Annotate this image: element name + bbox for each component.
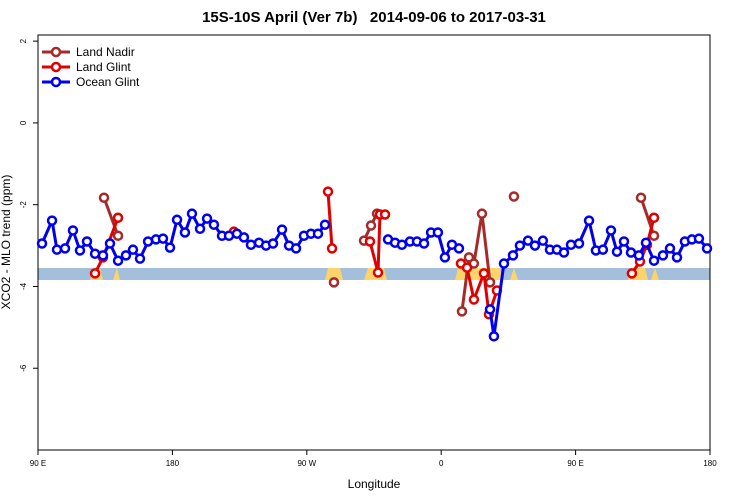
point: [326, 243, 338, 254]
y-tick-label: -4: [19, 282, 28, 290]
point: [201, 213, 213, 224]
point: [81, 236, 93, 247]
point: [478, 268, 490, 279]
point: [112, 255, 124, 266]
point: [522, 235, 534, 246]
point: [484, 304, 496, 315]
point: [186, 208, 198, 219]
point: [507, 250, 519, 261]
point: [396, 239, 408, 250]
point: [514, 240, 526, 251]
point: [104, 238, 116, 249]
legend-label: Land Nadir: [76, 45, 135, 59]
legend-label: Land Glint: [76, 60, 131, 74]
point: [59, 243, 71, 254]
point: [267, 238, 279, 249]
legend-marker: [50, 76, 62, 88]
point: [379, 209, 391, 220]
point: [635, 192, 647, 203]
point: [618, 236, 630, 247]
point: [439, 252, 451, 263]
point: [276, 224, 288, 235]
point: [171, 214, 183, 226]
point: [194, 223, 206, 235]
x-tick-label: 180: [166, 459, 180, 468]
point: [476, 208, 488, 219]
point: [565, 239, 577, 250]
point: [657, 250, 669, 261]
point: [322, 186, 334, 197]
point: [468, 294, 480, 305]
point: [46, 215, 58, 226]
point: [611, 246, 623, 257]
point: [120, 250, 132, 261]
point: [127, 244, 139, 255]
point: [319, 219, 331, 230]
point: [179, 227, 191, 238]
point: [97, 250, 109, 261]
point: [640, 237, 652, 248]
point: [671, 252, 683, 263]
point: [605, 225, 617, 236]
point: [461, 262, 473, 273]
point: [372, 267, 384, 278]
point: [648, 212, 660, 224]
point: [51, 244, 63, 255]
chart-title: 15S-10S April (Ver 7b) 2014-09-06 to 201…: [202, 9, 546, 26]
y-tick-label: 2: [19, 38, 28, 43]
point: [418, 238, 430, 249]
y-tick-label: -6: [19, 364, 28, 372]
x-tick-label: 90 W: [297, 459, 316, 468]
point: [134, 253, 146, 264]
point: [208, 219, 220, 230]
point: [633, 250, 645, 261]
point: [364, 236, 376, 247]
point: [537, 235, 549, 246]
point: [693, 233, 705, 244]
x-tick-label: 0: [439, 459, 444, 468]
point: [529, 240, 541, 251]
point: [583, 215, 595, 226]
y-tick-label: -2: [19, 201, 28, 209]
point: [312, 228, 324, 239]
point: [453, 243, 465, 254]
point: [290, 243, 302, 254]
point: [67, 225, 79, 236]
point: [98, 192, 110, 203]
point: [648, 255, 660, 266]
x-tick-label: 90 E: [30, 459, 46, 468]
point: [245, 239, 257, 250]
point: [664, 243, 676, 254]
y-tick-label: 0: [19, 120, 28, 125]
point: [157, 233, 169, 244]
legend-marker: [50, 46, 62, 58]
point: [432, 227, 444, 238]
point: [365, 220, 377, 231]
point: [558, 247, 570, 258]
point: [89, 268, 101, 279]
point: [573, 238, 585, 249]
point: [498, 258, 510, 269]
point: [36, 238, 48, 249]
point: [74, 245, 86, 256]
x-axis-label: Longitude: [348, 477, 401, 491]
point: [701, 243, 713, 254]
point: [508, 191, 520, 202]
point: [164, 242, 176, 253]
point: [112, 212, 124, 224]
point: [484, 277, 496, 288]
legend-marker: [50, 61, 62, 73]
y-axis-label: XCO2 - MLO trend (ppm): [0, 175, 13, 310]
point: [488, 331, 500, 342]
point: [328, 277, 340, 288]
x-tick-label: 180: [703, 459, 717, 468]
point: [112, 230, 124, 242]
legend-label: Ocean Glint: [76, 75, 140, 89]
point: [456, 306, 468, 317]
point: [626, 268, 638, 279]
point: [238, 232, 250, 243]
point: [597, 244, 609, 255]
x-tick-label: 90 E: [567, 459, 583, 468]
